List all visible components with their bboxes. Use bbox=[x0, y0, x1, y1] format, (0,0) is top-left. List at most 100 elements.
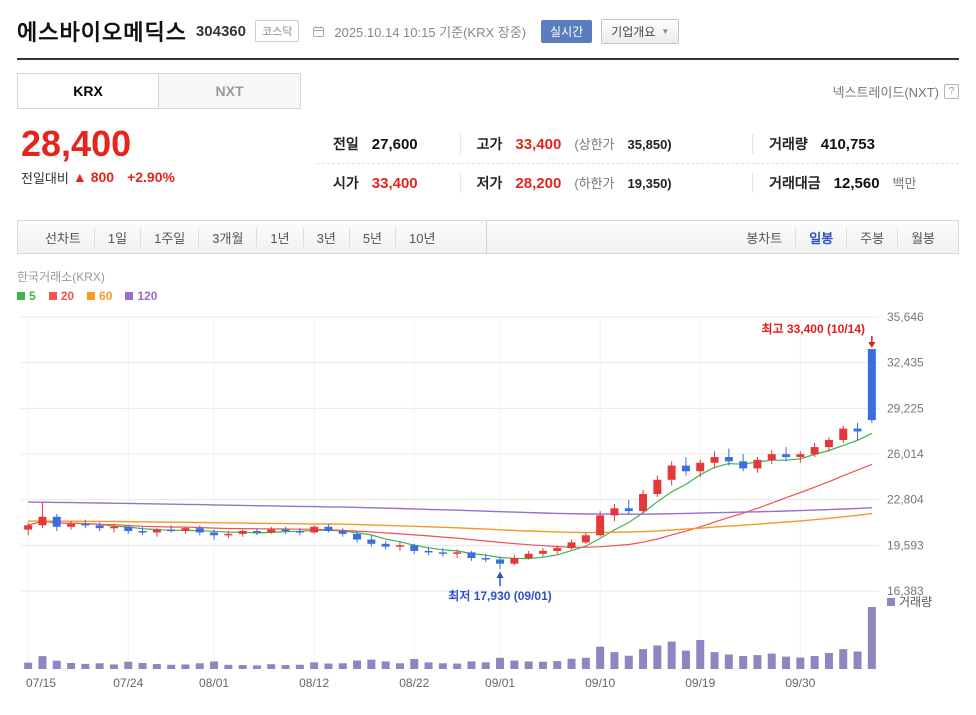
toolbar-item-월봉[interactable]: 월봉 bbox=[897, 227, 948, 247]
company-overview-button[interactable]: 기업개요 ▼ bbox=[601, 18, 680, 44]
chevron-down-icon: ▼ bbox=[661, 26, 670, 36]
price-table-cell: 시가 33,400 bbox=[317, 173, 460, 193]
svg-text:09/01: 09/01 bbox=[485, 676, 515, 690]
toolbar-item-1년[interactable]: 1년 bbox=[256, 227, 302, 247]
field-label: 고가 bbox=[476, 136, 503, 152]
price-table-cell: 저가 28,200 (하한가 19,350) bbox=[459, 173, 752, 193]
toolbar-item-봉차트: 봉차트 bbox=[746, 230, 783, 246]
svg-text:07/15: 07/15 bbox=[26, 676, 56, 690]
ma-color-swatch-icon bbox=[125, 292, 134, 300]
current-price: 28,400 bbox=[21, 123, 132, 164]
chart-top: 한국거래소(KRX) 5 20 60 120 bbox=[17, 268, 959, 303]
toolbar-left: 선차트 1일 1주일 3개월 1년 3년 5년 10년 bbox=[18, 221, 488, 253]
ma-color-swatch-icon bbox=[48, 292, 57, 300]
toolbar-item-1일[interactable]: 1일 bbox=[93, 227, 140, 247]
svg-text:09/19: 09/19 bbox=[685, 676, 715, 690]
stock-info-table: 전일 27,600 고가 33,400 (상한가 35,850) 거래량 410,753 시가 3… bbox=[317, 125, 959, 202]
change-row: 전일대비 ▲ 800 +2.90% bbox=[21, 168, 317, 187]
company-overview-label: 기업개요 bbox=[611, 24, 656, 39]
toolbar-right: 봉차트 일봉 주봉 월봉 bbox=[733, 221, 958, 253]
field-value: 27,600 bbox=[371, 136, 418, 153]
field-label: 저가 bbox=[476, 175, 503, 191]
exchange-label: 한국거래소(KRX) bbox=[17, 270, 105, 284]
stock-code: 304360 bbox=[195, 22, 246, 40]
toolbar-item-1주일[interactable]: 1주일 bbox=[140, 227, 198, 247]
ma-period: 120 bbox=[137, 289, 158, 303]
nxt-info: 넥스트레이드(NXT) ? bbox=[833, 82, 959, 101]
ma-line-5 bbox=[28, 432, 873, 560]
ma-line-20 bbox=[28, 463, 873, 548]
limit-label: (상한가 bbox=[574, 137, 615, 152]
change-value: 800 bbox=[90, 169, 115, 186]
field-label: 거래대금 bbox=[769, 175, 821, 191]
timestamp: 2025.10.14 10:15 기준(KRX 장중) bbox=[334, 24, 527, 40]
price-table-row: 전일 27,600 고가 33,400 (상한가 35,850) 거래량 410,753 bbox=[317, 125, 959, 163]
y-axis-labels: 35,646 32,435 29,225 26,014 22,804 19,593 16,3… bbox=[887, 310, 924, 598]
limit-value: 35,850) bbox=[627, 137, 672, 152]
toolbar-item-3년[interactable]: 3년 bbox=[302, 227, 349, 247]
gridlines bbox=[21, 316, 879, 669]
tab-nxt[interactable]: NXT bbox=[159, 73, 301, 109]
svg-text:09/10: 09/10 bbox=[585, 676, 615, 690]
chart-toolbar: 선차트 1일 1주일 3개월 1년 3년 5년 10년 봉차트 일봉 주봉 월봉 bbox=[17, 220, 959, 254]
low-annotation: 최저 17,930 (09/01) bbox=[448, 571, 552, 603]
ma-legend-item: 60 bbox=[87, 289, 112, 303]
market-badge: 코스닥 bbox=[254, 20, 300, 42]
field-label: 시가 bbox=[333, 175, 359, 191]
title-row: 에스바이오메딕스 304360 코스닥 2025.10.14 10:15 기준(… bbox=[17, 0, 959, 60]
header: 에스바이오메딕스 304360 코스닥 2025.10.14 10:15 기준(… bbox=[17, 0, 959, 60]
svg-text:29,225: 29,225 bbox=[887, 401, 924, 415]
limit-value: 19,350) bbox=[627, 176, 672, 191]
svg-text:19,593: 19,593 bbox=[887, 538, 924, 552]
candlestick-chart: 최고 33,400 (10/14) 최저 17,930 (09/01) 35,646… bbox=[21, 310, 932, 690]
change-label: 전일대비 bbox=[21, 170, 69, 186]
price-table-cell: 고가 33,400 (상한가 35,850) bbox=[459, 134, 752, 154]
price-table-row: 시가 33,400 저가 28,200 (하한가 19,350) 거래대금 12,560 백만 bbox=[317, 163, 959, 202]
price-summary: 28,400 전일대비 ▲ 800 +2.90% 전일 27,600 고가 33,40… bbox=[17, 109, 959, 214]
exchange-tab-row: KRX NXT 넥스트레이드(NXT) ? bbox=[17, 73, 959, 109]
x-axis-labels: 07/15 07/24 08/01 08/12 08/22 09/01 09/10 09/19… bbox=[26, 676, 816, 690]
field-value: 410,753 bbox=[820, 136, 875, 153]
toolbar-item-10년[interactable]: 10년 bbox=[395, 227, 448, 247]
field-value: 12,560 bbox=[833, 175, 880, 192]
tab-krx[interactable]: KRX bbox=[17, 73, 159, 109]
ma-legend-item: 20 bbox=[48, 289, 75, 303]
svg-text:09/30: 09/30 bbox=[785, 676, 815, 690]
ma-color-swatch-icon bbox=[17, 292, 25, 300]
help-icon[interactable]: ? bbox=[944, 83, 959, 99]
change-percent: +2.90% bbox=[127, 169, 175, 186]
toolbar-item-5년[interactable]: 5년 bbox=[348, 227, 395, 247]
current-price-block: 28,400 전일대비 ▲ 800 +2.90% bbox=[17, 125, 317, 202]
toolbar-item-주봉[interactable]: 주봉 bbox=[846, 227, 897, 247]
field-label: 거래량 bbox=[769, 136, 808, 152]
svg-text:08/22: 08/22 bbox=[399, 676, 429, 690]
price-table-cell: 거래대금 12,560 백만 bbox=[752, 173, 959, 193]
svg-text:최고 33,400 (10/14): 최고 33,400 (10/14) bbox=[762, 321, 865, 336]
ma-legend: 5 20 60 120 bbox=[17, 289, 959, 303]
calendar-icon bbox=[312, 25, 325, 38]
realtime-button[interactable]: 실시간 bbox=[541, 19, 593, 43]
field-value: 33,400 bbox=[371, 175, 418, 192]
page-title: 에스바이오메딕스 bbox=[17, 20, 187, 45]
value-unit: 백만 bbox=[892, 176, 917, 191]
svg-text:08/12: 08/12 bbox=[299, 676, 329, 690]
field-value: 28,200 bbox=[515, 175, 562, 192]
toolbar-item-일봉[interactable]: 일봉 bbox=[795, 227, 846, 247]
field-label: 전일 bbox=[333, 136, 359, 152]
price-table-cell: 거래량 410,753 bbox=[752, 134, 959, 154]
svg-text:최저 17,930 (09/01): 최저 17,930 (09/01) bbox=[448, 588, 551, 603]
svg-text:거래량: 거래량 bbox=[899, 595, 932, 609]
svg-text:22,804: 22,804 bbox=[887, 493, 924, 507]
ma-period: 5 bbox=[29, 289, 36, 303]
ma-legend-item: 120 bbox=[125, 289, 157, 303]
candles bbox=[24, 348, 876, 569]
price-table-cell: 전일 27,600 bbox=[317, 134, 460, 154]
svg-text:07/24: 07/24 bbox=[113, 676, 143, 690]
svg-text:26,014: 26,014 bbox=[887, 447, 924, 461]
toolbar-item-3개월[interactable]: 3개월 bbox=[198, 227, 256, 247]
ma-line-120 bbox=[28, 501, 872, 515]
svg-text:32,435: 32,435 bbox=[887, 356, 924, 370]
ma-period: 20 bbox=[60, 289, 75, 303]
up-arrow-icon: ▲ bbox=[72, 169, 87, 186]
